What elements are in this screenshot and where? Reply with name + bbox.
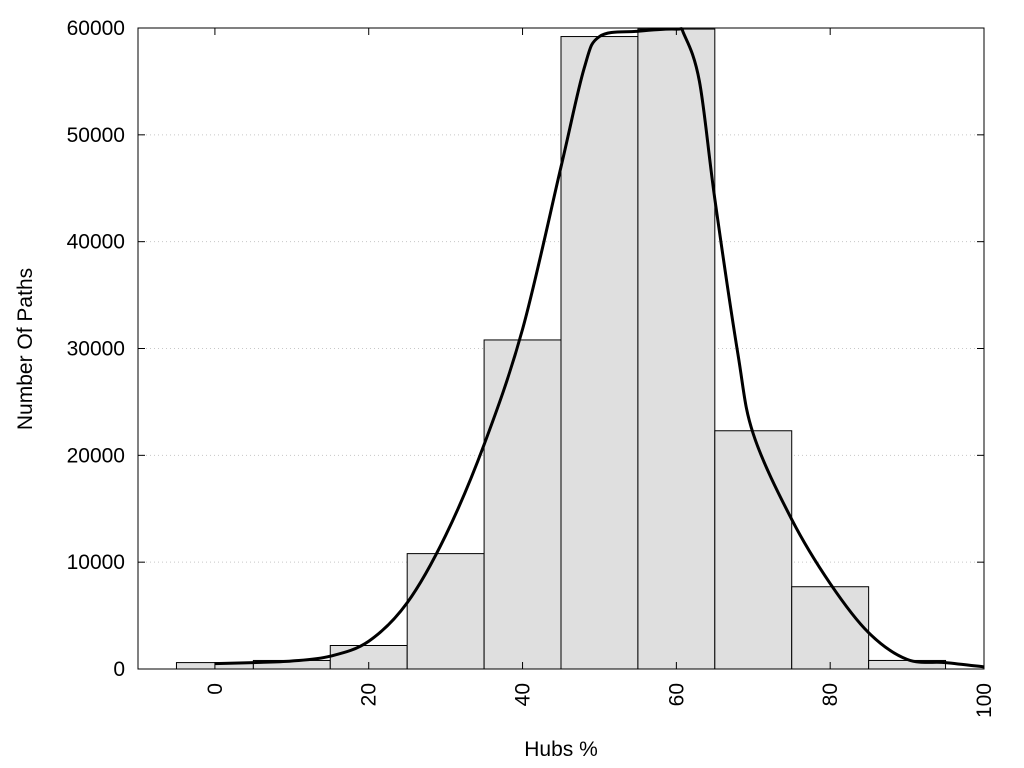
curve-line	[214, 27, 985, 669]
bar-4	[483, 339, 562, 670]
y-tick-label-6: 60000	[67, 17, 125, 40]
bar-5	[560, 36, 639, 670]
y-tick-label-0: 0	[113, 658, 125, 681]
x-axis-title: Hubs %	[524, 738, 598, 761]
x-tick-label-2: 40	[512, 683, 535, 706]
x-tick-label-1: 20	[358, 683, 381, 706]
bar-7	[714, 430, 793, 670]
bar-8	[791, 586, 870, 670]
y-tick-label-1: 10000	[67, 551, 125, 574]
x-axis-ticks: 0 20 40 60 80 100	[204, 28, 996, 718]
bar-6	[637, 28, 716, 670]
bar-3	[406, 553, 485, 670]
grid-lines	[138, 134, 984, 563]
y-axis-title: Number Of Paths	[14, 268, 37, 430]
y-tick-label-5: 50000	[67, 124, 125, 147]
bars	[175, 28, 947, 670]
x-tick-label-4: 80	[819, 683, 842, 706]
y-tick-label-4: 40000	[67, 231, 125, 254]
fit-curve	[214, 27, 985, 669]
y-axis-ticks: 0 10000 20000 30000 40000 50000 60000	[67, 17, 984, 681]
y-tick-label-3: 30000	[67, 338, 125, 361]
y-tick-label-2: 20000	[67, 444, 125, 467]
x-tick-label-5: 100	[973, 683, 996, 718]
x-tick-label-3: 60	[665, 683, 688, 706]
x-tick-label-0: 0	[204, 683, 227, 695]
